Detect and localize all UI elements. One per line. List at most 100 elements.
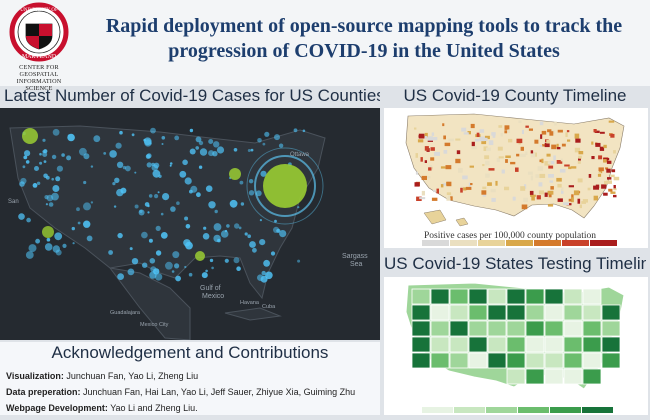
case-dot	[229, 199, 238, 208]
nyc-case-bubble[interactable]	[263, 164, 307, 208]
county-patch	[544, 192, 548, 197]
county-patch	[607, 177, 612, 180]
county-patch	[561, 143, 566, 147]
map-label-havana: Havana	[240, 300, 260, 306]
county-patch	[421, 175, 427, 180]
county-timeline-title[interactable]: US Covid-19 County Timeline	[403, 86, 627, 105]
county-patch	[444, 142, 451, 147]
case-dot	[127, 268, 135, 276]
case-dot	[115, 142, 122, 149]
county-patch	[504, 186, 510, 191]
case-dot	[184, 216, 189, 221]
county-timeline-card[interactable]: Positive cases per 100,000 county popula…	[384, 108, 648, 248]
county-patch	[538, 182, 543, 187]
ack-label: Webpage Development:	[6, 403, 108, 413]
case-dot	[214, 209, 218, 214]
case-dot	[263, 259, 270, 267]
county-patch	[591, 156, 595, 160]
state-block	[430, 336, 450, 353]
county-patch	[431, 132, 435, 136]
case-dot	[264, 131, 270, 137]
detroit-case-bubble[interactable]	[229, 168, 241, 180]
county-patch	[539, 144, 543, 147]
case-dot	[233, 148, 238, 152]
county-patch	[485, 160, 490, 166]
case-dot	[56, 165, 64, 172]
county-patch	[527, 171, 533, 175]
county-patch	[603, 158, 610, 161]
case-dot	[274, 219, 277, 223]
county-patch	[528, 128, 533, 131]
testing-legend	[422, 407, 613, 413]
case-dot	[213, 141, 220, 148]
case-dot	[202, 233, 210, 240]
case-dot	[32, 183, 38, 188]
county-patch	[461, 186, 465, 191]
case-dot	[260, 170, 267, 177]
county-patch	[599, 131, 605, 134]
new-orleans-case-bubble[interactable]	[195, 251, 205, 261]
case-dot	[114, 177, 120, 183]
cases-map-canvas[interactable]: Ottawa San Gulf of Mexico Sargass Sea Gu…	[0, 108, 380, 340]
case-dot	[185, 224, 191, 229]
county-patch	[495, 180, 498, 186]
county-patch	[488, 140, 494, 146]
testing-legend-swatch	[422, 407, 453, 413]
county-patch	[430, 147, 435, 151]
case-dot	[71, 226, 76, 231]
cases-map[interactable]: Ottawa San Gulf of Mexico Sargass Sea Gu…	[0, 108, 380, 340]
county-patch	[470, 183, 473, 186]
county-patch	[440, 184, 444, 188]
county-patch	[551, 144, 557, 150]
county-patch	[578, 155, 582, 159]
county-patch	[469, 165, 474, 168]
cuba-landmass-shape	[224, 307, 282, 321]
alaska-shape	[423, 209, 447, 225]
seattle-case-bubble[interactable]	[22, 128, 38, 144]
county-patch	[598, 167, 604, 172]
state-block	[449, 288, 469, 305]
case-dot	[213, 223, 222, 231]
county-patch	[608, 188, 613, 192]
state-block	[487, 320, 507, 337]
state-block	[411, 320, 431, 337]
county-patch	[529, 190, 534, 195]
county-choropleth-map[interactable]	[384, 108, 648, 248]
case-dot	[224, 258, 229, 263]
county-patch	[508, 138, 513, 143]
state-block	[506, 368, 526, 385]
case-dot	[259, 219, 262, 222]
hawaii-shape	[455, 217, 469, 227]
testing-timeline-title[interactable]: US Covid-19 States Testing Timeline	[384, 254, 646, 273]
ack-line-visualization: Visualization: Junchuan Fan, Yao Li, Zhe…	[6, 371, 376, 382]
case-dot	[157, 191, 160, 194]
county-patch	[505, 155, 511, 158]
state-block	[411, 336, 431, 353]
case-dot	[144, 139, 152, 147]
county-patch	[433, 189, 436, 193]
case-dot	[257, 274, 264, 281]
county-patch	[601, 184, 607, 189]
county-patch	[431, 197, 438, 201]
map-label-cuba: Cuba	[262, 304, 276, 310]
testing-timeline-card[interactable]	[384, 277, 648, 415]
map-label-mexico-city: Mexico City	[140, 322, 169, 328]
case-dot	[150, 266, 157, 273]
case-dot	[171, 270, 175, 273]
case-dot	[262, 142, 266, 146]
county-patch	[520, 186, 526, 191]
county-patch	[549, 131, 554, 136]
case-dot	[169, 162, 173, 165]
case-dot	[44, 195, 49, 200]
county-patch	[504, 125, 510, 130]
case-dot	[201, 272, 208, 279]
county-patch	[501, 169, 505, 174]
county-patch	[417, 139, 424, 143]
testing-choropleth-map[interactable]	[384, 277, 648, 415]
case-dot	[149, 258, 156, 264]
la-case-bubble[interactable]	[42, 226, 54, 238]
case-dot	[205, 185, 213, 192]
case-dot	[51, 154, 57, 160]
state-block	[544, 304, 564, 321]
county-patch	[561, 189, 564, 194]
